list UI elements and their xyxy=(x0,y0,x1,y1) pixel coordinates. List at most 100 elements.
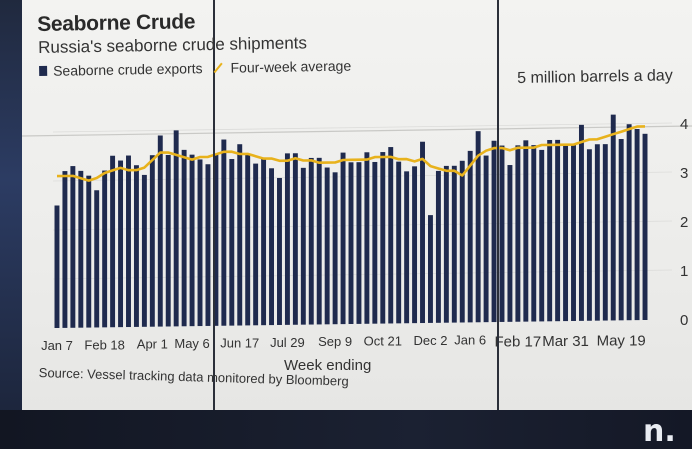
bar xyxy=(499,145,505,322)
bar xyxy=(602,144,608,321)
bar xyxy=(165,154,171,327)
chart-screen: 0 1 2 3 4 Jan 7 Feb 18 Apr 1 May 6 Jun 17 Jul 29 Se… xyxy=(22,0,692,416)
bar xyxy=(340,152,346,325)
bar xyxy=(157,135,163,327)
x-tick-label: Jan 6 xyxy=(454,332,486,347)
bar xyxy=(229,159,235,326)
x-axis-title: Week ending xyxy=(284,357,372,374)
bar xyxy=(563,144,569,322)
bar xyxy=(523,140,529,322)
bar xyxy=(380,152,386,324)
bar xyxy=(149,155,155,327)
legend-line-swatch xyxy=(213,62,224,74)
chart-plot: 0 1 2 3 4 Jan 7 Feb 18 Apr 1 May 6 Jun 17 Jul 29 Se… xyxy=(22,114,692,353)
chart-title: Seaborne Crude xyxy=(37,10,196,36)
bar xyxy=(292,153,298,325)
bar xyxy=(618,139,624,321)
bar xyxy=(284,153,290,325)
bar xyxy=(86,175,92,328)
bar xyxy=(571,144,576,321)
gridline xyxy=(52,122,673,133)
bar xyxy=(642,133,648,320)
bar xyxy=(443,165,449,323)
bar xyxy=(634,129,640,321)
x-tick-label: Jul 29 xyxy=(270,335,305,350)
bar xyxy=(181,149,187,327)
bar xyxy=(62,171,68,328)
bar xyxy=(388,147,394,324)
bar xyxy=(54,205,60,328)
x-tick-label: Feb 17 xyxy=(495,334,542,351)
bar xyxy=(531,145,537,322)
y-tick-label: 1 xyxy=(680,263,688,280)
bar xyxy=(126,155,131,328)
bar xyxy=(420,141,425,324)
studio-background-bottom xyxy=(0,410,692,449)
bar xyxy=(205,164,211,326)
bar xyxy=(404,171,410,324)
gridline xyxy=(52,171,673,182)
bar xyxy=(173,130,179,327)
y-tick-label: 3 xyxy=(680,165,688,182)
bar xyxy=(133,165,139,327)
bar xyxy=(467,150,473,323)
bar xyxy=(102,170,108,328)
x-tick-label: Sep 9 xyxy=(318,334,352,349)
x-tick-label: Apr 1 xyxy=(137,337,168,352)
bar xyxy=(459,160,465,323)
legend-bar-swatch xyxy=(39,65,48,76)
screen-seam xyxy=(497,0,499,416)
y-axis-unit-label: 5 million barrels a day xyxy=(517,67,673,87)
bar xyxy=(261,158,267,326)
studio-background-left xyxy=(0,0,22,449)
bar xyxy=(396,161,402,324)
bar xyxy=(348,162,354,324)
gridline xyxy=(52,269,673,280)
bar xyxy=(118,160,124,328)
channel-logo: n. xyxy=(643,414,676,449)
bar xyxy=(324,167,330,325)
bar xyxy=(253,163,259,326)
bar xyxy=(78,170,84,328)
y-tick-label: 0 xyxy=(680,312,688,329)
x-tick-label: May 6 xyxy=(174,336,209,351)
bar xyxy=(586,149,592,321)
gridline xyxy=(52,220,673,231)
x-tick-label: Jan 7 xyxy=(41,338,73,353)
bar xyxy=(578,124,584,321)
bar xyxy=(237,144,243,326)
x-tick-label: Mar 31 xyxy=(542,333,589,350)
legend-label-exports: Seaborne crude exports xyxy=(52,60,203,79)
screen-seam xyxy=(213,0,215,416)
legend-label-average: Four-week average xyxy=(230,57,352,76)
x-tick-label: Feb 18 xyxy=(84,337,124,352)
bar xyxy=(356,162,362,324)
y-tick-label: 2 xyxy=(680,214,688,231)
x-tick-label: Oct 21 xyxy=(364,334,402,349)
bar xyxy=(277,177,282,325)
bar xyxy=(610,114,616,321)
bar xyxy=(555,139,561,322)
bar xyxy=(197,159,203,327)
bar xyxy=(269,168,274,326)
bar xyxy=(412,166,418,324)
bar xyxy=(364,152,370,324)
x-tick-label: May 19 xyxy=(597,332,646,349)
bar xyxy=(626,124,632,321)
bar xyxy=(451,165,457,323)
bar xyxy=(491,140,497,323)
bar xyxy=(245,153,251,326)
bar xyxy=(141,174,147,327)
bar xyxy=(547,139,553,322)
bar xyxy=(300,167,306,325)
bar xyxy=(594,144,600,321)
bar xyxy=(94,190,100,328)
bar xyxy=(332,172,338,325)
bar xyxy=(316,157,322,325)
bar xyxy=(483,155,489,323)
x-tick-label: Dec 2 xyxy=(413,333,447,348)
x-tick-label: Jun 17 xyxy=(220,336,259,351)
bar xyxy=(70,166,76,328)
bar xyxy=(435,170,441,323)
bar xyxy=(428,215,433,323)
